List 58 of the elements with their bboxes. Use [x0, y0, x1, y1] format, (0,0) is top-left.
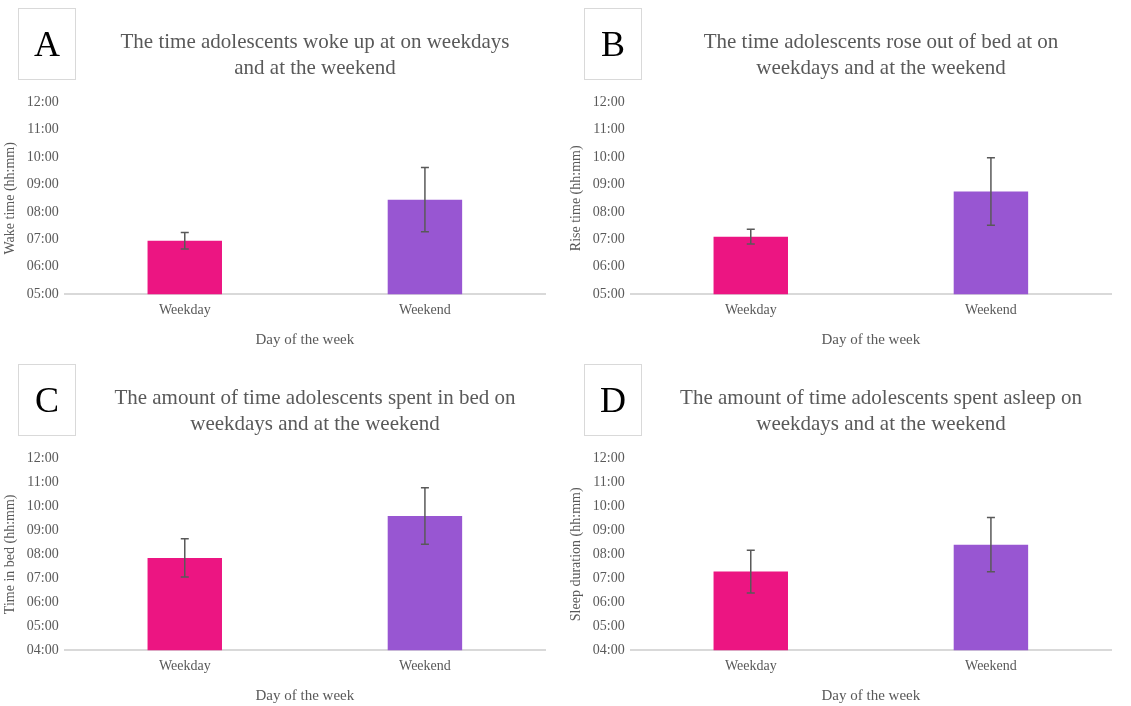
y-tick-label: 07:00	[26, 231, 59, 247]
x-tick-label: Weekday	[158, 658, 211, 674]
y-tick-label: 10:00	[592, 498, 625, 514]
y-tick-label: 11:00	[593, 121, 625, 137]
y-tick-label: 10:00	[592, 148, 625, 164]
text: B	[584, 8, 642, 80]
y-tick-label: 05:00	[26, 285, 59, 301]
text: C	[18, 364, 76, 436]
x-tick-label: Weekday	[158, 302, 211, 318]
y-tick-label: 11:00	[593, 474, 625, 490]
text: A	[18, 8, 76, 80]
y-tick-label: 09:00	[26, 176, 59, 192]
x-tick-label: Weekday	[724, 302, 777, 318]
chart-title: The amount of time adolescents spent in bed on weekdays and at the weekend	[113, 384, 517, 436]
y-tick-label: 08:00	[26, 545, 59, 561]
y-tick-label: 11:00	[27, 121, 59, 137]
y-tick-label: 08:00	[592, 203, 625, 219]
y-tick-label: 08:00	[592, 545, 625, 561]
x-axis-title: Day of the week	[255, 330, 355, 347]
y-tick-label: 12:00	[26, 450, 59, 466]
y-tick-label: 07:00	[592, 231, 625, 247]
x-axis-title: Day of the week	[255, 686, 355, 703]
y-axis-title: Rise time (hh:mm)	[568, 145, 585, 252]
x-tick-label: Weekend	[399, 658, 451, 674]
y-tick-label: 09:00	[592, 176, 625, 192]
y-tick-label: 11:00	[27, 474, 59, 490]
y-tick-label: 12:00	[592, 94, 625, 110]
y-tick-label: 10:00	[26, 498, 59, 514]
chart-title: The amount of time adolescents spent asleep on weekdays and at the weekend	[679, 384, 1083, 436]
y-tick-label: 05:00	[26, 617, 59, 633]
y-tick-label: 10:00	[26, 148, 59, 164]
y-tick-label: 09:00	[26, 522, 59, 537]
y-axis-title: Sleep duration (hh:mm)	[568, 487, 585, 622]
y-axis-title: Time in bed (hh:mm)	[2, 494, 19, 615]
x-tick-label: Weekend	[399, 302, 451, 318]
y-axis-title: Wake time (hh:mm)	[2, 141, 19, 255]
y-tick-label: 04:00	[26, 641, 59, 657]
y-tick-label: 06:00	[26, 258, 59, 274]
y-tick-label: 07:00	[592, 569, 625, 585]
y-tick-label: 06:00	[26, 593, 59, 609]
chart-title: The time adolescents rose out of bed at on weekdays and at the weekend	[702, 28, 1060, 80]
y-tick-label: 05:00	[592, 617, 625, 633]
x-tick-label: Weekend	[965, 658, 1017, 674]
y-tick-label: 05:00	[592, 285, 625, 301]
x-axis-title: Day of the week	[821, 330, 921, 347]
y-tick-label: 12:00	[592, 450, 625, 466]
y-tick-label: 09:00	[592, 522, 625, 537]
x-tick-label: Weekday	[724, 658, 777, 674]
y-tick-label: 12:00	[26, 94, 59, 110]
y-tick-label: 04:00	[592, 641, 625, 657]
x-axis-title: Day of the week	[821, 686, 921, 703]
chart-title: The time adolescents woke up at on weekdays and at the weekend	[119, 28, 511, 80]
y-tick-label: 06:00	[592, 258, 625, 274]
x-tick-label: Weekend	[965, 302, 1017, 318]
y-tick-label: 07:00	[26, 569, 59, 585]
text: D	[584, 364, 642, 436]
y-tick-label: 06:00	[592, 593, 625, 609]
y-tick-label: 08:00	[26, 203, 59, 219]
